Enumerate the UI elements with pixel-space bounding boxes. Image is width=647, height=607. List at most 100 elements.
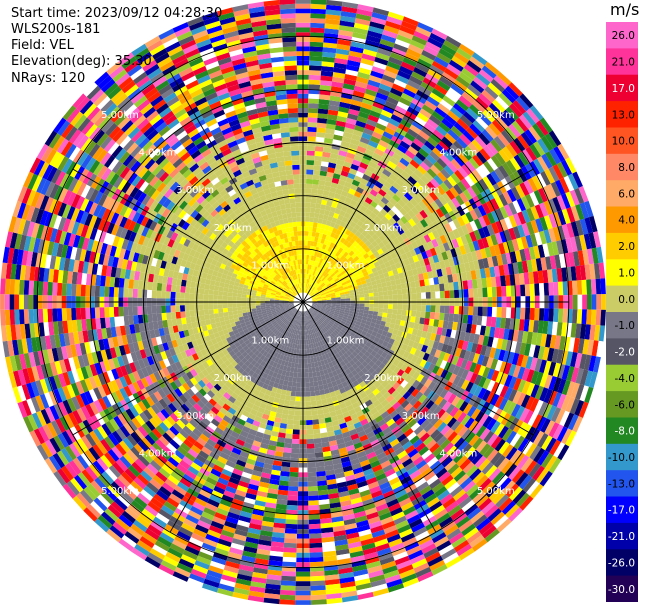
gate-cell <box>310 343 315 349</box>
gate-cell <box>251 470 263 477</box>
gate-cell <box>544 374 553 389</box>
gate-cell <box>357 166 367 174</box>
gate-cell <box>449 448 461 460</box>
gate-cell <box>345 305 351 309</box>
gate-cell <box>371 226 379 234</box>
gate-cell <box>383 295 389 300</box>
gate-cell <box>433 161 444 172</box>
gate-cell <box>305 311 307 316</box>
gate-cell <box>447 463 460 475</box>
gate-cell <box>328 264 334 270</box>
gate-cell <box>529 445 542 461</box>
gate-cell <box>333 385 340 392</box>
gate-cell <box>257 407 266 414</box>
gate-cell <box>385 574 401 584</box>
gate-cell <box>355 237 362 244</box>
gate-cell <box>430 415 440 426</box>
gate-cell <box>311 184 319 190</box>
gate-cell <box>363 377 371 385</box>
gate-cell <box>274 323 279 329</box>
gate-cell <box>334 125 345 132</box>
gate-cell <box>303 311 305 317</box>
gate-cell <box>320 75 333 82</box>
gate-cell <box>305 315 308 321</box>
gate-cell <box>236 573 253 582</box>
gate-cell <box>386 122 398 132</box>
gate-cell <box>293 309 298 314</box>
gate-cell <box>587 294 592 310</box>
gate-cell <box>423 422 434 433</box>
gate-cell <box>478 216 487 228</box>
gate-cell <box>582 294 587 310</box>
gate-cell <box>280 389 287 396</box>
gate-cell <box>359 306 365 310</box>
gate-cell <box>510 285 516 297</box>
gate-cell <box>138 512 153 525</box>
gate-cell <box>337 350 344 357</box>
gate-cell <box>221 574 237 583</box>
gate-cell <box>416 221 425 231</box>
gate-cell <box>257 544 271 551</box>
gate-cell <box>420 376 429 386</box>
gate-cell <box>165 551 181 563</box>
gate-cell <box>531 258 538 272</box>
gate-cell <box>312 424 320 430</box>
gate-cell <box>462 111 476 124</box>
gate-cell <box>100 438 112 452</box>
gate-cell <box>258 341 264 347</box>
gate-cell <box>201 583 219 593</box>
gate-cell <box>475 249 483 260</box>
gate-cell <box>337 154 346 162</box>
gate-cell <box>570 205 580 222</box>
gate-cell <box>311 306 316 309</box>
gate-cell <box>449 144 461 156</box>
gate-cell <box>170 471 183 482</box>
gate-cell <box>373 346 380 353</box>
gate-cell <box>325 337 330 343</box>
gate-cell <box>378 307 384 313</box>
gate-cell <box>489 266 496 278</box>
gate-cell <box>467 84 482 97</box>
gate-cell <box>374 538 389 548</box>
gate-cell <box>316 284 321 289</box>
gate-cell <box>365 256 372 263</box>
gate-cell <box>239 380 247 388</box>
gate-cell <box>222 403 231 412</box>
gate-cell <box>182 391 192 401</box>
gate-cell <box>503 264 510 276</box>
gate-cell <box>369 322 376 328</box>
gate-cell <box>548 422 560 438</box>
gate-cell <box>367 481 380 490</box>
gate-cell <box>342 265 349 271</box>
gate-cell <box>384 261 391 268</box>
gate-cell <box>447 129 460 141</box>
gate-cell <box>295 315 299 320</box>
gate-cell <box>331 237 337 244</box>
gate-cell <box>356 220 364 227</box>
gate-cell <box>107 484 121 498</box>
gate-cell <box>427 325 434 333</box>
gate-cell <box>521 367 530 381</box>
gate-cell <box>407 243 415 251</box>
gate-cell <box>517 261 524 274</box>
gate-cell <box>299 344 302 350</box>
gate-cell <box>316 315 321 320</box>
gate-cell <box>344 415 352 423</box>
gate-cell <box>479 148 491 161</box>
gate-cell <box>493 327 501 339</box>
gate-cell <box>397 524 411 534</box>
gate-cell <box>262 467 272 475</box>
gate-cell <box>314 310 319 314</box>
gate-cell <box>274 316 280 321</box>
gate-cell <box>337 283 343 288</box>
gate-cell <box>457 440 469 452</box>
gate-cell <box>267 569 282 576</box>
gate-cell <box>320 308 326 312</box>
gate-cell <box>285 390 292 396</box>
gate-cell <box>413 274 420 282</box>
gate-cell <box>502 428 513 442</box>
gate-cell <box>380 399 390 408</box>
gate-cell <box>307 283 310 289</box>
gate-cell <box>278 427 287 434</box>
gate-cell <box>321 276 326 282</box>
